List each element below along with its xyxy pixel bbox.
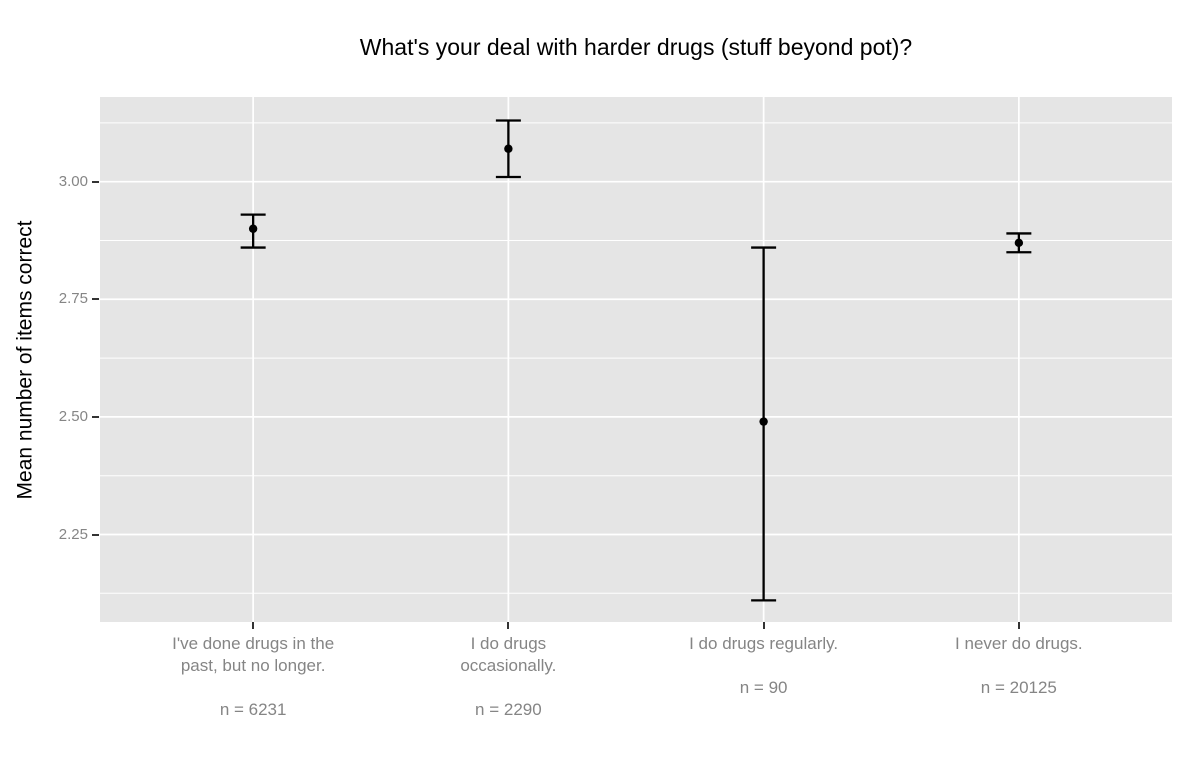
x-category-label: I do drugs regularly. n = 90: [634, 633, 894, 699]
x-category-label: I've done drugs in the past, but no longe…: [123, 633, 383, 721]
category-n-label: n = 20125: [980, 678, 1057, 697]
category-n-label: n = 2290: [475, 700, 542, 719]
x-category-label-line: I do drugs regularly.: [689, 634, 839, 653]
x-category-label: I never do drugs. n = 20125: [889, 633, 1149, 699]
y-tick-mark: [92, 533, 99, 536]
x-category-label: I do drugs occasionally. n = 2290: [378, 633, 638, 721]
y-tick-mark: [92, 298, 99, 301]
y-tick-label: 2.25: [58, 525, 88, 543]
x-category-label-line: I never do drugs.: [955, 634, 1083, 653]
y-tick-label: 3.00: [58, 172, 88, 190]
x-category-label-line: past, but no longer.: [180, 656, 326, 675]
mean-point: [248, 224, 258, 233]
category-n-label: n = 6231: [219, 700, 287, 719]
x-tick-mark: [1017, 622, 1020, 629]
x-category-label-line: occasionally.: [460, 656, 557, 675]
x-category-label-line: I've done drugs in the: [172, 634, 335, 653]
y-tick-mark: [92, 415, 99, 418]
x-tick-mark: [507, 622, 510, 629]
y-axis-title: Mean number of items correct: [13, 220, 36, 499]
chart-canvas: [100, 97, 1172, 622]
label-spacer: [634, 655, 894, 677]
mean-point: [759, 417, 768, 426]
plot-panel: [100, 97, 1172, 622]
chart-title: What's your deal with harder drugs (stuf…: [359, 34, 913, 60]
category-n-label: n = 90: [739, 678, 788, 697]
y-tick-label: 2.75: [58, 290, 88, 308]
x-category-label-line: I do drugs: [470, 634, 547, 653]
y-tick-mark: [92, 180, 99, 183]
label-spacer: [889, 655, 1149, 677]
mean-point: [1014, 238, 1024, 248]
x-tick-mark: [762, 622, 765, 629]
x-tick-mark: [252, 622, 255, 629]
label-spacer: [378, 677, 638, 699]
label-spacer: [123, 677, 383, 699]
mean-point: [504, 144, 513, 153]
y-tick-label: 2.50: [58, 407, 88, 425]
